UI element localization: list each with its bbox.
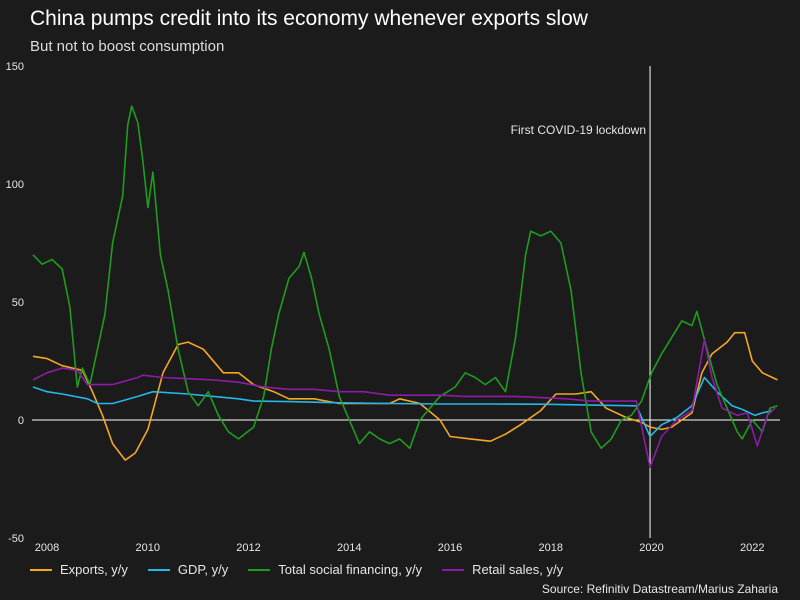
x-tick-label: 2022 <box>740 542 764 554</box>
x-tick-label: 2016 <box>438 542 462 554</box>
legend-swatch <box>147 568 170 571</box>
series-line-gdp-y-y <box>32 376 773 438</box>
legend-item: Exports, y/y <box>30 562 128 577</box>
chart-subtitle: But not to boost consumption <box>30 38 225 55</box>
legend-item: Retail sales, y/y <box>442 562 563 577</box>
legend-item: Total social financing, y/y <box>248 562 422 577</box>
x-tick-label: 2020 <box>639 542 663 554</box>
legend-swatch <box>30 568 52 571</box>
y-tick-label: 150 <box>6 61 24 73</box>
legend-swatch <box>442 568 465 571</box>
x-tick-label: 2010 <box>136 542 160 554</box>
series-line-total-social-financing-y-y <box>32 105 778 450</box>
source-note: Source: Refinitiv Datastream/Marius Zaha… <box>541 582 778 596</box>
chart-legend: Exports, y/y GDP, y/y Total social financi… <box>30 562 583 577</box>
series-line-exports-y-y <box>32 331 778 461</box>
legend-label: GDP, y/y <box>177 562 229 577</box>
y-tick-label: -50 <box>8 533 24 545</box>
x-tick-label: 2008 <box>35 542 59 554</box>
legend-swatch <box>248 568 271 571</box>
x-tick-label: 2014 <box>337 542 361 554</box>
legend-label: Total social financing, y/y <box>278 562 423 577</box>
annotation-label: First COVID-19 lockdown <box>511 123 646 137</box>
chart-title: China pumps credit into its economy when… <box>30 7 588 30</box>
y-tick-label: 100 <box>6 179 24 191</box>
y-tick-label: 50 <box>12 297 24 309</box>
x-tick-label: 2018 <box>538 542 562 554</box>
legend-label: Exports, y/y <box>60 562 128 577</box>
x-tick-label: 2012 <box>236 542 260 554</box>
legend-label: Retail sales, y/y <box>472 562 564 577</box>
series-line-retail-sales-y-y <box>32 339 776 468</box>
legend-item: GDP, y/y <box>147 562 229 577</box>
y-tick-label: 0 <box>18 415 24 427</box>
